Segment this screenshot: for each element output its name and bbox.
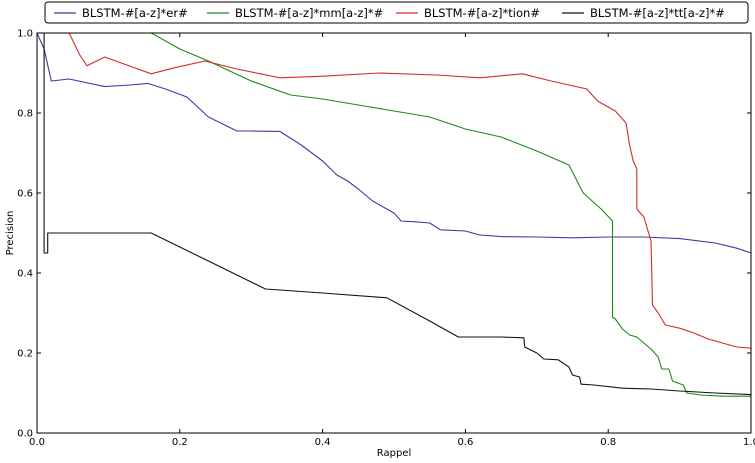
x-axis-label: Rappel (377, 448, 411, 459)
y-tick-label: 0.6 (17, 189, 33, 200)
legend-label-3: BLSTM-#[a-z]*tion# (424, 6, 540, 20)
y-tick-label: 0.4 (17, 269, 33, 280)
x-tick-label: 0.2 (172, 437, 188, 448)
y-tick-label: 0.2 (17, 349, 33, 360)
x-tick-label: 0.0 (29, 437, 45, 448)
y-tick-label: 0.8 (17, 109, 33, 120)
x-tick-label: 0.4 (315, 437, 331, 448)
legend-label-2: BLSTM-#[a-z]*mm[a-z]*# (235, 6, 383, 20)
series-line-1 (37, 33, 751, 254)
axes-frame (36, 32, 752, 434)
plot-area: 0.0 0.2 0.4 0.6 0.8 1.0 0.0 0.2 0.4 0.6 0.8 1.0 (17, 29, 755, 449)
legend-label-4: BLSTM-#[a-z]*tt[a-z]*# (590, 6, 725, 20)
y-tick-label: 0.0 (17, 429, 33, 440)
x-tick-label: 1.0 (743, 437, 755, 448)
series-line-3 (68, 33, 751, 349)
series-lines (37, 33, 751, 397)
y-axis-label: Precision (5, 211, 16, 256)
x-tick-label: 0.6 (457, 437, 473, 448)
series-line-4 (43, 33, 751, 396)
x-tick-label: 0.8 (600, 437, 616, 448)
y-tick-label: 1.0 (17, 29, 33, 40)
legend: BLSTM-#[a-z]*er# BLSTM-#[a-z]*mm[a-z]*# BL… (44, 1, 749, 24)
series-line-2 (150, 33, 751, 397)
legend-label-1: BLSTM-#[a-z]*er# (82, 6, 188, 20)
